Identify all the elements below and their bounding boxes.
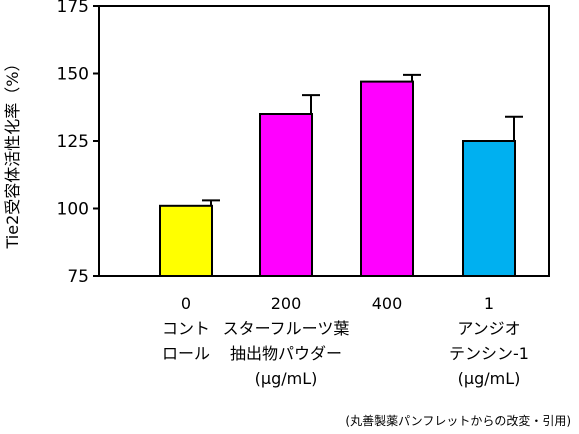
x-category-label: (μg/mL) (457, 369, 521, 388)
x-category-label: コント (161, 319, 210, 338)
x-category-label: ロール (161, 344, 210, 363)
y-tick-label: 125 (57, 132, 89, 152)
y-tick-label: 150 (57, 65, 89, 85)
x-category-label: テンシン-1 (449, 344, 529, 363)
y-tick-label: 100 (57, 200, 89, 220)
x-category-label: 0 (180, 294, 192, 313)
y-tick-label: 75 (67, 267, 89, 287)
y-tick-label: 175 (57, 0, 89, 17)
bar (360, 80, 414, 277)
source-note: (丸善製薬パンフレットからの改変・引用) (345, 414, 571, 428)
bar (159, 204, 213, 277)
x-category-label: アンジオ (457, 319, 521, 338)
x-category-label: 200 (270, 294, 302, 313)
x-category-label: 抽出物パウダー (229, 344, 342, 363)
x-category-label: 1 (483, 294, 495, 313)
x-category-label: 400 (371, 294, 403, 313)
bar (462, 140, 516, 277)
plot-frame (98, 5, 550, 277)
bar (259, 113, 313, 277)
y-axis-label: Tie2受容体活性化率（%） (3, 56, 22, 250)
x-category-label: (μg/mL) (254, 369, 318, 388)
x-category-label: スターフルーツ葉 (222, 319, 350, 338)
